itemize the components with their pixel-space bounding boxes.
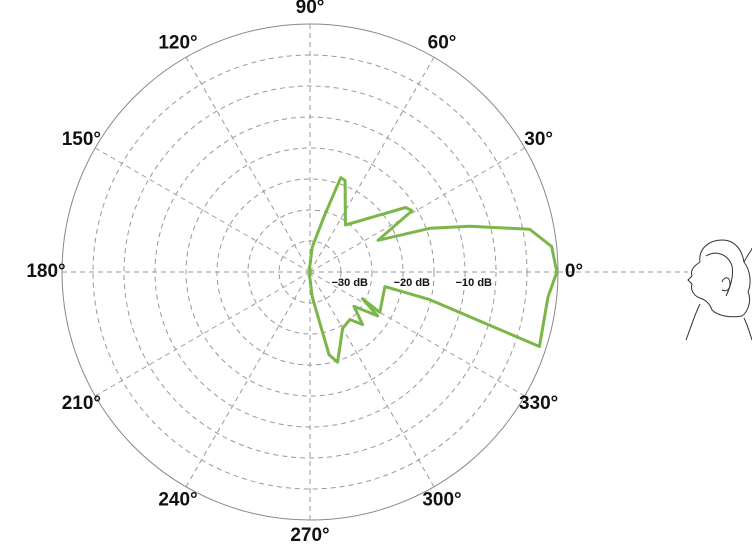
grid-ring (185, 147, 435, 397)
radial-grid-line (94, 147, 311, 273)
r-tick-label: −30 dB (332, 277, 368, 289)
angle-tick-label: 300° (422, 490, 461, 511)
radial-grid-line (94, 271, 311, 397)
angle-tick-label: 180° (26, 261, 65, 282)
grid-ring (247, 209, 373, 335)
radial-grid-line (309, 56, 435, 273)
angle-tick-label: 0° (565, 261, 583, 282)
angle-tick-label: 60° (428, 32, 457, 53)
angle-tick-label: 210° (62, 393, 101, 414)
radial-grid-line (185, 56, 311, 273)
radial-grid-line (185, 271, 311, 488)
angle-tick-label: 330° (519, 393, 558, 414)
angle-tick-label: 240° (158, 490, 197, 511)
r-tick-label: −20 dB (394, 277, 430, 289)
angle-tick-label: 270° (290, 525, 329, 544)
angle-tick-label: 30° (524, 129, 553, 150)
r-tick-label: −10 dB (456, 277, 492, 289)
pattern-line (308, 176, 559, 364)
grid-ring (123, 85, 497, 459)
listener-illustration (685, 239, 752, 341)
angle-tick-label: 90° (296, 0, 325, 18)
angle-tick-label: 120° (158, 32, 197, 53)
angle-tick-label: 150° (62, 129, 101, 150)
